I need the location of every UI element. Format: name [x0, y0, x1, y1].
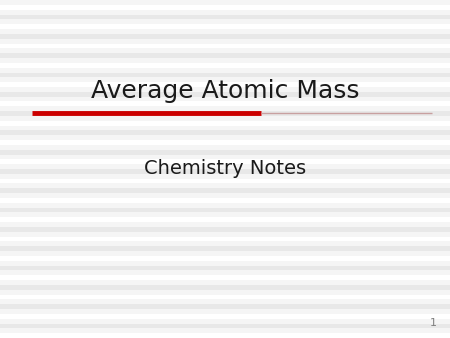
- FancyBboxPatch shape: [0, 256, 450, 261]
- FancyBboxPatch shape: [0, 92, 450, 97]
- Text: 1: 1: [429, 318, 436, 328]
- FancyBboxPatch shape: [0, 304, 450, 309]
- Text: Average Atomic Mass: Average Atomic Mass: [91, 79, 359, 103]
- FancyBboxPatch shape: [0, 140, 450, 145]
- FancyBboxPatch shape: [0, 323, 450, 328]
- FancyBboxPatch shape: [0, 44, 450, 48]
- FancyBboxPatch shape: [0, 15, 450, 19]
- FancyBboxPatch shape: [0, 237, 450, 241]
- FancyBboxPatch shape: [0, 227, 450, 232]
- FancyBboxPatch shape: [0, 121, 450, 125]
- FancyBboxPatch shape: [0, 82, 450, 87]
- FancyBboxPatch shape: [0, 208, 450, 213]
- FancyBboxPatch shape: [0, 266, 450, 270]
- FancyBboxPatch shape: [0, 275, 450, 280]
- FancyBboxPatch shape: [0, 285, 450, 290]
- FancyBboxPatch shape: [0, 188, 450, 193]
- FancyBboxPatch shape: [0, 179, 450, 184]
- FancyBboxPatch shape: [0, 24, 450, 29]
- Text: Chemistry Notes: Chemistry Notes: [144, 160, 306, 178]
- FancyBboxPatch shape: [0, 217, 450, 222]
- FancyBboxPatch shape: [0, 130, 450, 135]
- FancyBboxPatch shape: [0, 169, 450, 174]
- FancyBboxPatch shape: [0, 73, 450, 77]
- FancyBboxPatch shape: [0, 333, 450, 338]
- FancyBboxPatch shape: [0, 101, 450, 106]
- FancyBboxPatch shape: [0, 314, 450, 319]
- FancyBboxPatch shape: [0, 246, 450, 251]
- FancyBboxPatch shape: [0, 34, 450, 39]
- FancyBboxPatch shape: [0, 150, 450, 154]
- FancyBboxPatch shape: [0, 63, 450, 68]
- FancyBboxPatch shape: [0, 53, 450, 58]
- FancyBboxPatch shape: [0, 198, 450, 203]
- FancyBboxPatch shape: [0, 5, 450, 10]
- FancyBboxPatch shape: [0, 295, 450, 299]
- FancyBboxPatch shape: [0, 160, 450, 164]
- FancyBboxPatch shape: [0, 111, 450, 116]
